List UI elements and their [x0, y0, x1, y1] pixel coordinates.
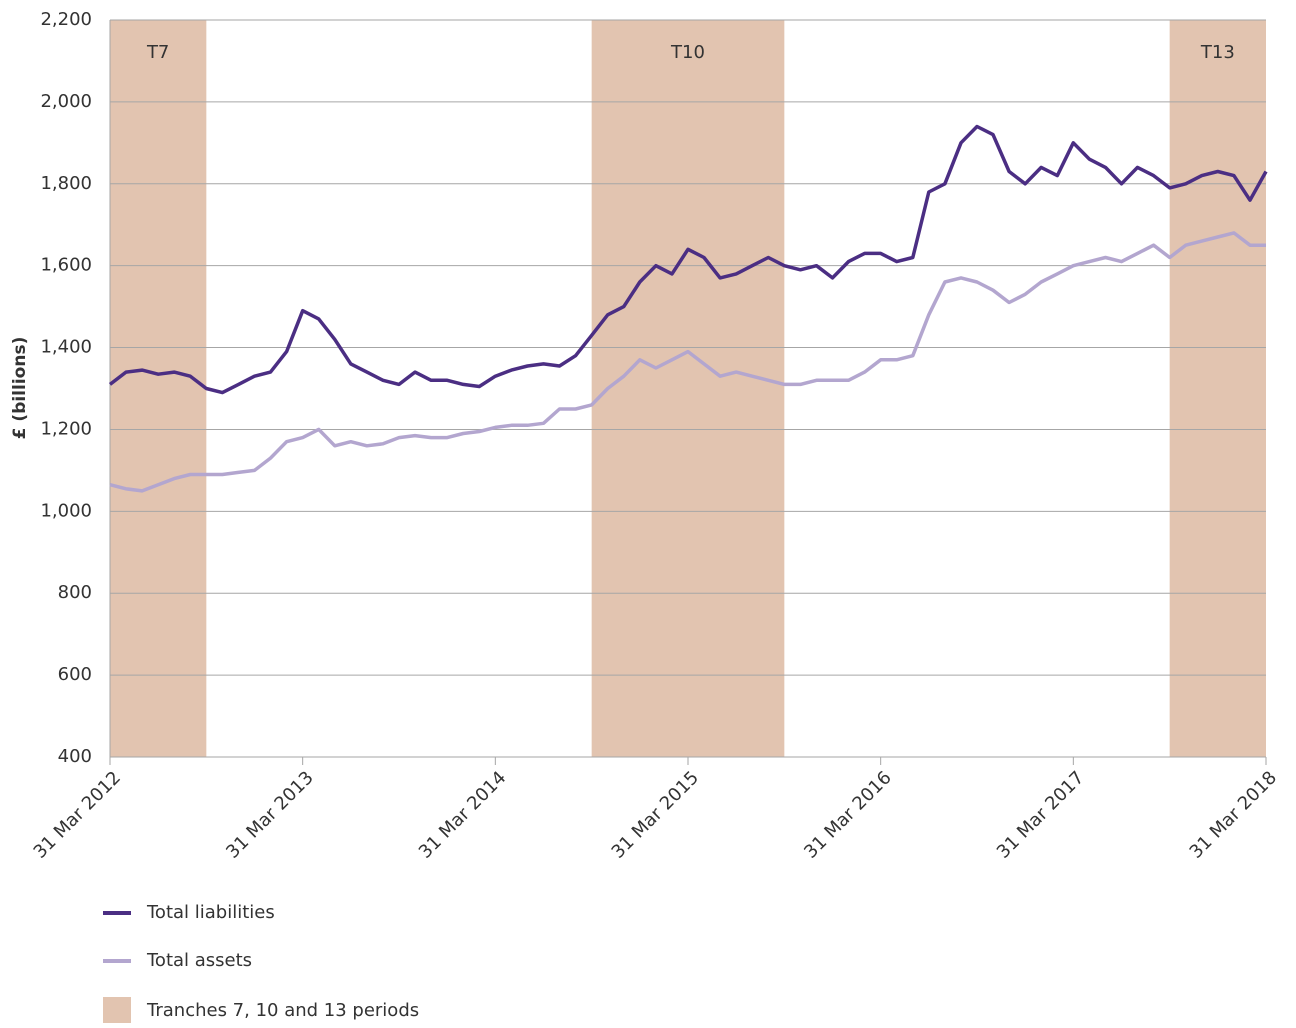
period-label: T13 [1200, 42, 1235, 63]
x-tick-label: 31 Mar 2015 [608, 767, 704, 863]
x-tick-label: 31 Mar 2013 [222, 767, 318, 863]
y-axis-label: £ (billions) [10, 337, 30, 440]
x-tick-label: 31 Mar 2017 [993, 767, 1089, 863]
y-tick-label: 600 [58, 664, 92, 685]
y-tick-label: 800 [58, 582, 92, 603]
period-label: T7 [146, 42, 169, 63]
y-tick-label: 1,800 [40, 173, 92, 194]
period-band [591, 20, 785, 757]
period-label: T10 [670, 42, 705, 63]
period-band [110, 20, 207, 757]
x-tick-label: 31 Mar 2018 [1186, 767, 1282, 863]
legend-label: Tranches 7, 10 and 13 periods [146, 1000, 419, 1021]
x-tick-label: 31 Mar 2012 [30, 767, 126, 863]
legend-swatch [103, 997, 131, 1023]
y-tick-label: 2,200 [40, 9, 92, 30]
series-line [108, 124, 1268, 395]
y-tick-label: 2,000 [40, 91, 92, 112]
period-band [1169, 20, 1266, 757]
legend-label: Total assets [146, 950, 252, 971]
x-tick-label: 31 Mar 2014 [415, 767, 511, 863]
y-tick-label: 1,600 [40, 255, 92, 276]
y-tick-label: 1,000 [40, 500, 92, 521]
y-tick-label: 1,400 [40, 337, 92, 358]
series-line [109, 231, 1266, 493]
y-tick-label: 400 [58, 746, 92, 767]
y-tick-label: 1,200 [40, 418, 92, 439]
x-tick-label: 31 Mar 2016 [800, 767, 896, 863]
legend-label: Total liabilities [146, 902, 275, 923]
